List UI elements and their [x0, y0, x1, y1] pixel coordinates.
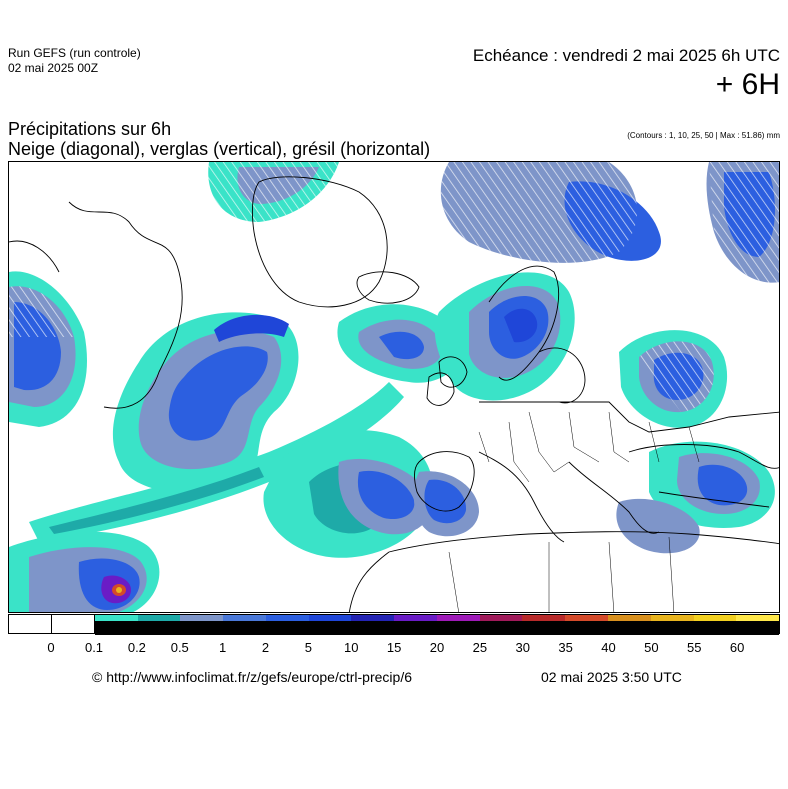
scale-label: 50	[644, 640, 659, 655]
scale-base	[265, 621, 309, 635]
scale-label: 0.2	[127, 640, 146, 655]
scale-step-3	[137, 615, 181, 635]
scale-base	[736, 621, 780, 635]
copyright-source: © http://www.infoclimat.fr/z/gefs/europe…	[92, 669, 412, 685]
generation-time: 02 mai 2025 3:50 UTC	[541, 669, 682, 685]
snow-hatching	[9, 162, 779, 412]
scale-step-15	[650, 615, 694, 635]
scale-color	[394, 615, 437, 621]
scale-step-13	[565, 615, 608, 635]
scale-base	[394, 621, 437, 635]
scale-base	[565, 621, 608, 635]
scale-step-6	[265, 615, 309, 635]
scale-step-16	[693, 615, 737, 635]
precip-iceland	[337, 304, 461, 383]
scale-step-17	[736, 615, 780, 635]
scale-label: 60	[729, 640, 745, 655]
scale-step-7	[308, 615, 352, 635]
precipitation-map	[8, 161, 780, 613]
scale-color	[479, 615, 523, 621]
scale-base	[436, 621, 480, 635]
scale-label: 0	[47, 640, 55, 655]
scale-color	[9, 615, 51, 633]
precip-turkey	[616, 441, 775, 554]
precip-atlantic-band	[29, 382, 404, 542]
scale-color	[650, 615, 694, 621]
coastlines	[9, 176, 779, 612]
scale-color	[351, 615, 395, 621]
borders	[448, 411, 700, 612]
scale-label: 20	[429, 640, 445, 655]
scale-base	[522, 621, 566, 635]
scale-base	[308, 621, 352, 635]
scale-step-2	[94, 615, 138, 635]
scale-base	[607, 621, 651, 635]
scale-base	[650, 621, 694, 635]
precip-iberia	[338, 458, 479, 537]
scale-color	[265, 615, 309, 621]
scale-label: 55	[687, 640, 702, 655]
scale-base	[479, 621, 523, 635]
precip-max-cell	[9, 531, 160, 612]
scale-step-9	[394, 615, 437, 635]
scale-color	[180, 615, 224, 621]
scale-step-12	[522, 615, 566, 635]
run-title: Run GEFS (run controle)	[8, 46, 141, 60]
scale-base	[223, 621, 266, 635]
forecast-valid-time: Echéance : vendredi 2 mai 2025 6h UTC	[472, 46, 780, 65]
scale-base	[94, 621, 138, 635]
precip-labrador-swirl	[112, 312, 299, 493]
lead-time: + 6H	[715, 68, 780, 101]
scale-label: 0.1	[84, 640, 104, 655]
scale-step-11	[479, 615, 523, 635]
scale-label: 2	[261, 640, 270, 655]
scale-label: 0.5	[170, 640, 189, 655]
scale-color	[308, 615, 352, 621]
scale-label: 30	[515, 640, 530, 655]
scale-color	[607, 615, 651, 621]
scale-step-5	[223, 615, 266, 635]
scale-color	[436, 615, 480, 621]
scale-step-8	[351, 615, 395, 635]
scale-step-0	[9, 615, 52, 633]
color-scale-bar	[8, 614, 780, 635]
scale-color	[137, 615, 181, 621]
scale-step-14	[607, 615, 651, 635]
scale-color	[51, 615, 94, 633]
scale-color	[693, 615, 737, 621]
scale-label: 35	[558, 640, 573, 655]
scale-label: 10	[344, 640, 359, 655]
scale-base	[137, 621, 181, 635]
scale-color	[94, 615, 138, 621]
scale-label: 40	[601, 640, 616, 655]
scale-color	[565, 615, 608, 621]
map-svg	[9, 162, 779, 612]
scale-base	[693, 621, 737, 635]
scale-color	[522, 615, 566, 621]
scale-color	[223, 615, 266, 621]
scale-step-1	[51, 615, 95, 633]
scale-label: 1	[219, 640, 227, 655]
scale-color	[736, 615, 780, 621]
run-date: 02 mai 2025 00Z	[8, 61, 99, 75]
scale-base	[351, 621, 395, 635]
scale-base	[180, 621, 224, 635]
plot-title: Précipitations sur 6h	[8, 119, 172, 139]
scale-label: 25	[472, 640, 488, 655]
contours-note: (Contours : 1, 10, 25, 50 | Max : 51.86)…	[627, 131, 780, 140]
scale-step-4	[180, 615, 224, 635]
color-scale-labels: 0 0.1 0.2 0.5 1 2 5 10 15 20 25 30 35 40 50 55 60	[0, 640, 788, 656]
plot-subtitle: Neige (diagonal), verglas (vertical), gr…	[8, 139, 431, 159]
scale-label: 15	[386, 640, 402, 655]
scale-step-10	[436, 615, 480, 635]
scale-label: 5	[304, 640, 312, 655]
precip-scandinavia	[434, 272, 575, 401]
